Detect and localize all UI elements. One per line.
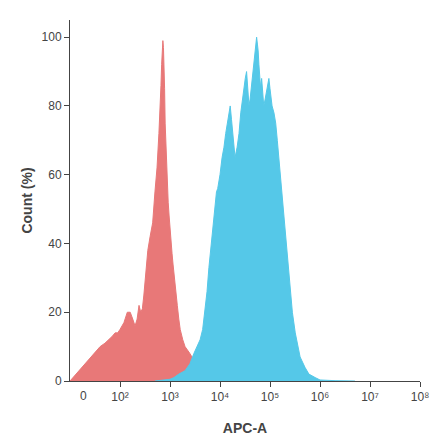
svg-text:APC-A: APC-A	[223, 420, 267, 436]
svg-text:60: 60	[48, 168, 62, 182]
svg-text:10⁵: 10⁵	[261, 390, 279, 404]
svg-text:40: 40	[48, 237, 62, 251]
svg-text:10⁶: 10⁶	[311, 390, 329, 404]
svg-text:0: 0	[55, 374, 62, 388]
svg-text:20: 20	[48, 305, 62, 319]
svg-text:10³: 10³	[161, 390, 178, 404]
svg-text:0: 0	[80, 389, 87, 403]
svg-text:10⁴: 10⁴	[211, 390, 230, 404]
svg-text:10²: 10²	[111, 390, 128, 404]
svg-text:10⁷: 10⁷	[361, 390, 379, 404]
svg-text:Count (%): Count (%)	[19, 167, 35, 233]
svg-text:100: 100	[42, 30, 62, 44]
svg-text:10⁸: 10⁸	[411, 390, 429, 404]
svg-text:80: 80	[48, 99, 62, 113]
